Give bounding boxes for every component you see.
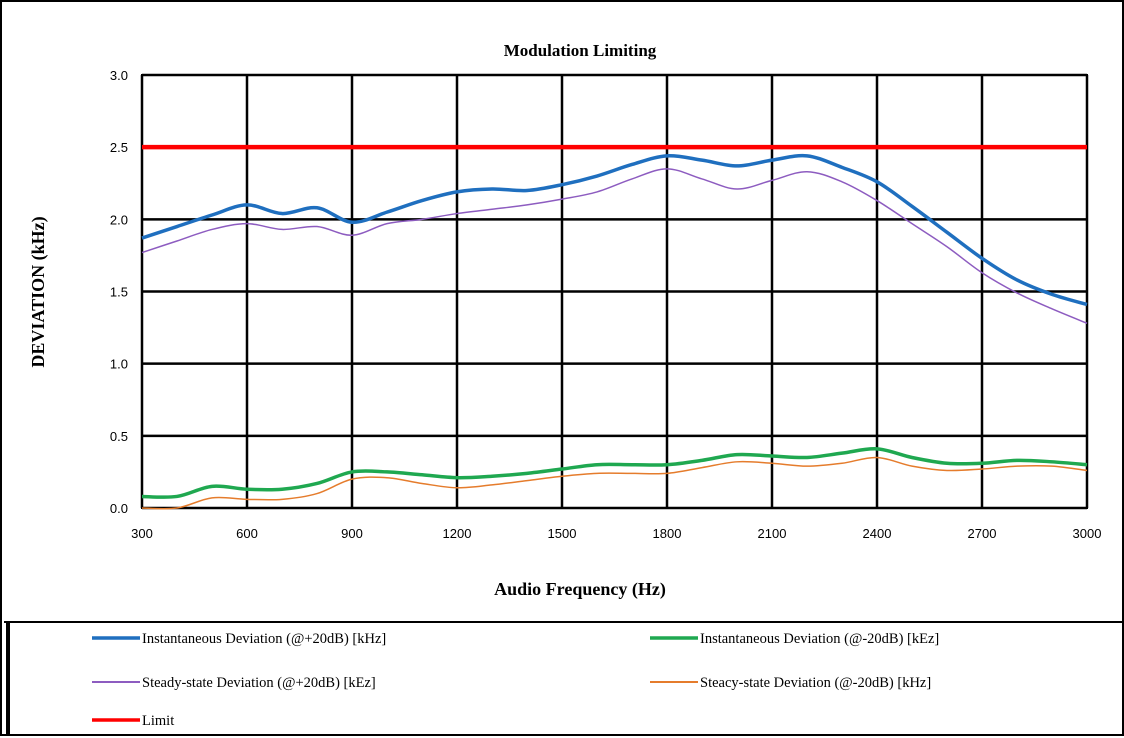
legend-label-2: Steady-state Deviation (@+20dB) [kEz] — [142, 675, 376, 691]
y-tick-label: 1.5 — [110, 285, 128, 300]
chart-title: Modulation Limiting — [504, 41, 657, 60]
y-tick-label: 0.5 — [110, 429, 128, 444]
x-tick-label: 900 — [341, 526, 363, 541]
legend-label-3: Steacy-state Deviation (@-20dB) [kHz] — [700, 675, 931, 691]
x-tick-label: 1800 — [653, 526, 682, 541]
y-tick-label: 3.0 — [110, 68, 128, 83]
series-line-0 — [141, 153, 1088, 307]
x-tick-label: 1200 — [443, 526, 472, 541]
legend-label-0: Instantaneous Deviation (@+20dB) [kHz] — [142, 631, 386, 647]
y-tick-label: 2.0 — [110, 212, 128, 227]
legend: Instantaneous Deviation (@+20dB) [kHz] In… — [92, 631, 939, 729]
x-tick-label: 3000 — [1073, 526, 1102, 541]
series-line-3 — [141, 456, 1088, 510]
x-tick-label: 2700 — [968, 526, 997, 541]
legend-label-1: Instantaneous Deviation (@-20dB) [kEz] — [700, 631, 939, 647]
x-tick-label: 1500 — [548, 526, 577, 541]
series-line-2 — [141, 168, 1088, 324]
x-tick-label: 2100 — [758, 526, 787, 541]
legend-label-4: Limit — [142, 713, 174, 729]
series-line-1 — [141, 446, 1088, 499]
x-axis-title: Audio Frequency (Hz) — [494, 579, 666, 600]
y-axis-title: DEVIATION (kHz) — [28, 216, 49, 367]
series-lines — [141, 144, 1088, 510]
x-tick-label: 300 — [131, 526, 153, 541]
x-tick-label: 600 — [236, 526, 258, 541]
tick-labels: 300 600 900 1200 1500 1800 2100 2400 2700 3000 0.0… — [110, 68, 1102, 541]
x-tick-label: 2400 — [863, 526, 892, 541]
y-tick-label: 2.5 — [110, 140, 128, 155]
y-tick-label: 1.0 — [110, 357, 128, 372]
y-tick-label: 0.0 — [110, 501, 128, 516]
